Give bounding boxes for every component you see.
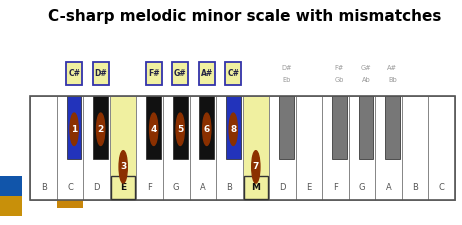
Bar [375,96,401,200]
Bar [296,96,322,200]
Text: C#: C# [227,69,239,78]
Bar [30,96,57,200]
Text: C-sharp melodic minor scale with mismatches: C-sharp melodic minor scale with mismatc… [48,9,442,24]
Bar [226,96,241,159]
Bar [401,96,428,200]
Text: 7: 7 [253,162,259,171]
Text: D#: D# [281,65,292,71]
Text: C#: C# [68,69,80,78]
Text: F#: F# [148,69,159,78]
FancyBboxPatch shape [199,62,215,85]
FancyBboxPatch shape [146,62,162,85]
Bar [200,96,214,159]
Text: B: B [412,183,418,192]
Circle shape [97,113,105,145]
Text: D: D [93,183,100,192]
Bar [0,176,22,196]
FancyBboxPatch shape [66,62,82,85]
Bar [30,96,455,200]
Bar [332,96,346,159]
Text: A: A [386,183,391,192]
Circle shape [119,151,128,183]
Text: Bb: Bb [388,76,397,83]
Text: B: B [226,183,232,192]
Text: 5: 5 [177,125,183,134]
Circle shape [203,113,211,145]
Text: E: E [306,183,311,192]
Text: D#: D# [94,69,107,78]
Text: C: C [67,183,73,192]
Text: E: E [120,183,126,192]
Circle shape [229,113,237,145]
Text: F: F [333,183,338,192]
Bar [57,96,84,200]
FancyBboxPatch shape [93,62,109,85]
Text: F#: F# [335,65,344,71]
Bar [67,96,81,159]
Text: A: A [200,183,206,192]
Bar [279,96,294,159]
Text: B: B [41,183,47,192]
Bar [269,96,296,200]
Bar [428,96,455,200]
Bar [57,200,84,208]
Bar [385,96,400,159]
Circle shape [176,113,184,145]
Text: A#: A# [388,65,397,71]
FancyBboxPatch shape [244,176,268,199]
Text: G#: G# [360,65,371,71]
Bar [93,96,108,159]
FancyBboxPatch shape [172,62,188,85]
Text: G#: G# [174,69,187,78]
Text: basicmusictheory.com: basicmusictheory.com [9,72,13,131]
Bar [0,196,22,216]
FancyBboxPatch shape [225,62,241,85]
Bar [110,96,136,200]
Bar [163,96,189,200]
Text: D: D [279,183,286,192]
FancyBboxPatch shape [111,176,135,199]
Bar [243,96,269,200]
Circle shape [252,151,260,183]
Text: 4: 4 [151,125,157,134]
Bar [84,96,110,200]
Bar [189,96,216,200]
Circle shape [70,113,78,145]
Text: 6: 6 [204,125,210,134]
Text: G: G [173,183,180,192]
Text: F: F [147,183,152,192]
Bar [173,96,188,159]
Bar [322,96,349,200]
Text: Ab: Ab [361,76,370,83]
Text: Gb: Gb [334,76,344,83]
Text: M: M [251,183,260,192]
Text: 2: 2 [97,125,104,134]
Bar [359,96,373,159]
Text: G: G [359,183,365,192]
Circle shape [150,113,158,145]
Bar [349,96,375,200]
Text: C: C [438,183,444,192]
Text: A#: A# [201,69,213,78]
Bar [146,96,161,159]
Text: 1: 1 [71,125,77,134]
Text: Eb: Eb [282,76,291,83]
Bar [216,96,243,200]
Text: 3: 3 [120,162,126,171]
Text: 8: 8 [230,125,237,134]
Bar [136,96,163,200]
